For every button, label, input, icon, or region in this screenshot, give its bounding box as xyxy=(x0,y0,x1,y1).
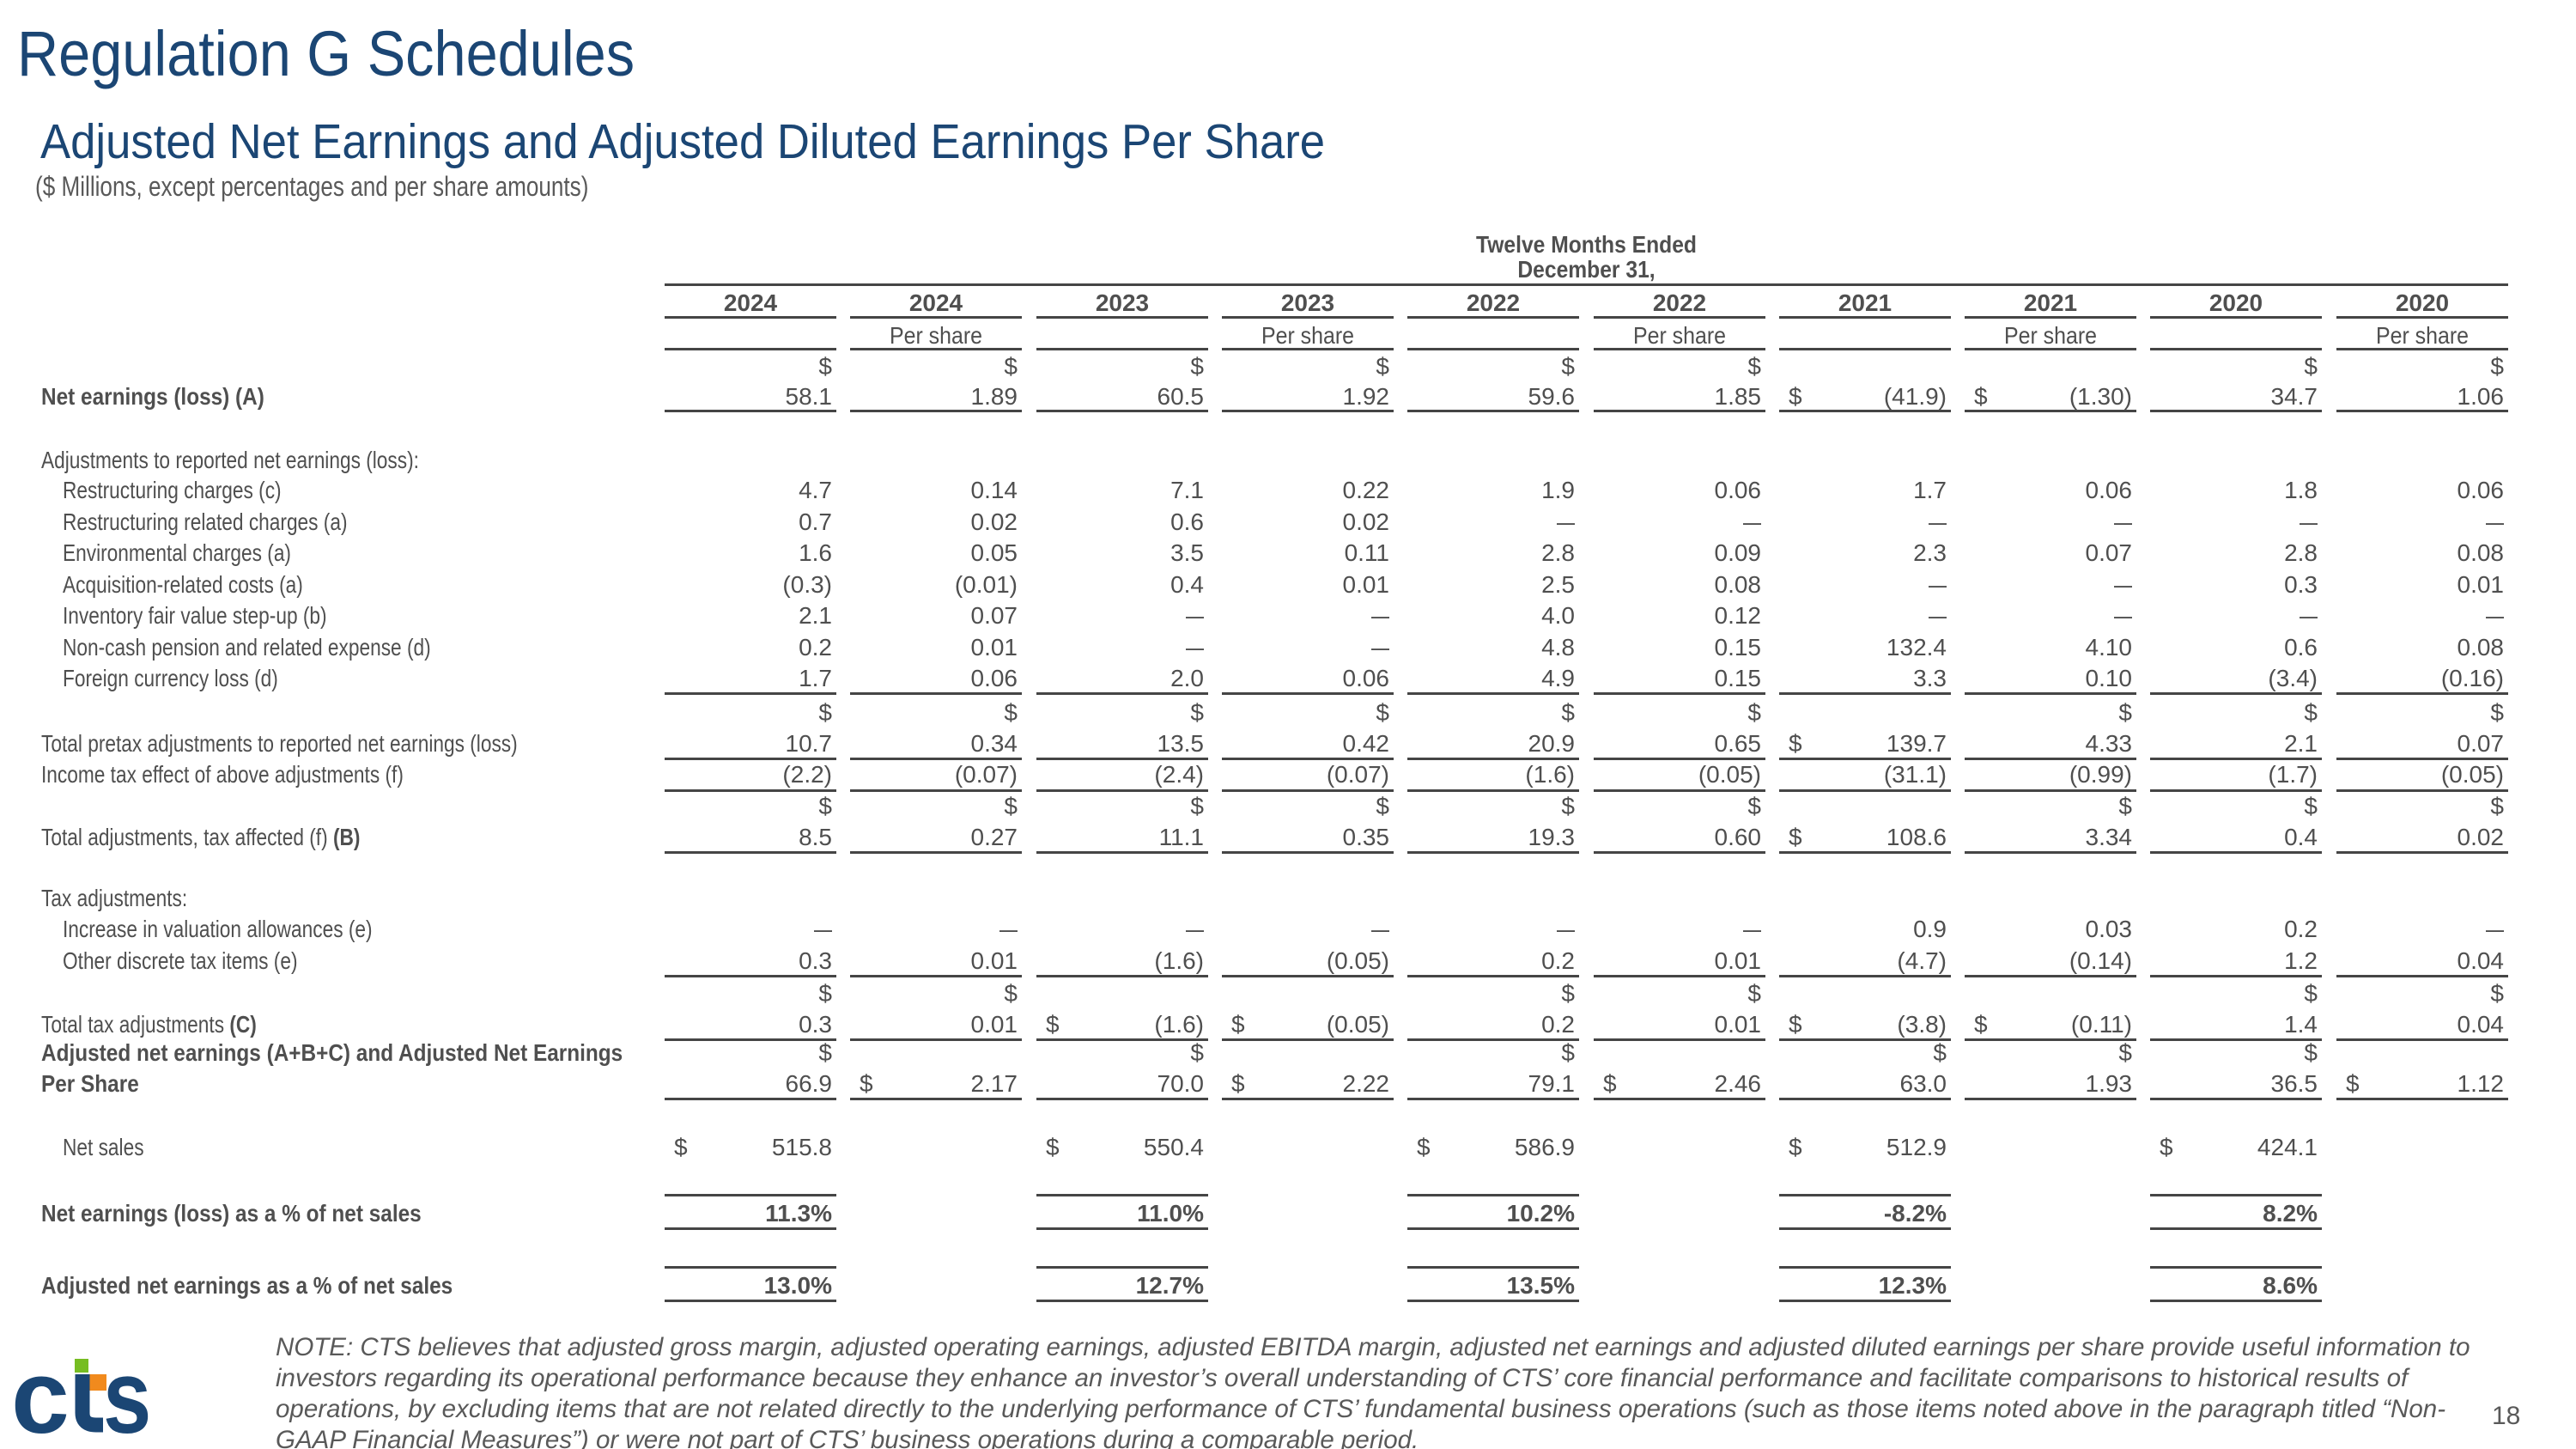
svg-text:s: s xyxy=(103,1349,151,1449)
svg-text:c: c xyxy=(11,1349,70,1449)
